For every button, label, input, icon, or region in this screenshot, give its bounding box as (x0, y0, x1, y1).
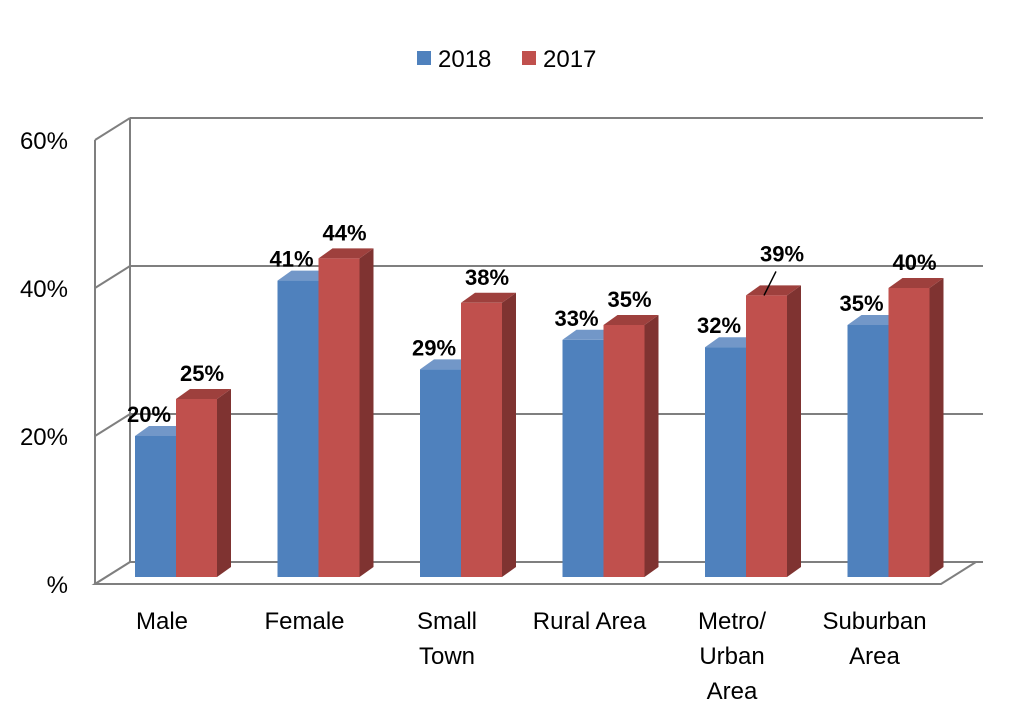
bar-2017-2 (461, 292, 516, 577)
bar-top (176, 389, 231, 399)
data-label: 40% (892, 250, 936, 275)
x-tick-label: Rural Area (533, 608, 647, 635)
gridline-side (94, 413, 131, 437)
y-tick-label: 60% (20, 128, 68, 155)
bar-front (176, 399, 217, 577)
bars-layer (135, 248, 944, 577)
data-label: 33% (554, 306, 598, 331)
data-label: 35% (839, 291, 883, 316)
data-label: 41% (269, 247, 313, 272)
bar-side (359, 248, 374, 577)
legend-swatch-2017 (522, 51, 536, 65)
bar-front (318, 258, 360, 577)
bar-front (603, 325, 645, 577)
bar-top (746, 285, 801, 296)
legend-label-2017: 2017 (543, 46, 596, 73)
bar-side (217, 389, 231, 577)
bar-side (929, 278, 944, 577)
x-tick-label: Suburban Area (822, 608, 926, 670)
data-label-leader (763, 271, 777, 296)
y-tick-label: 20% (20, 424, 68, 451)
bar-front (746, 295, 787, 577)
bar-front (420, 369, 461, 577)
bar-front (562, 339, 604, 577)
bar-front (461, 302, 502, 577)
legend-label-2018: 2018 (438, 46, 491, 73)
data-label: 32% (697, 313, 741, 338)
data-label: 39% (760, 241, 804, 266)
bar-top (461, 292, 516, 303)
bar-side (787, 285, 801, 577)
bar-2017-5 (888, 278, 944, 577)
data-label: 25% (180, 361, 224, 386)
data-label: 38% (465, 265, 509, 290)
bar-2017-4 (746, 285, 801, 577)
bar-front (277, 280, 319, 577)
bar-front (135, 436, 176, 577)
gridline-side (94, 117, 131, 141)
legend: 2018 2017 (417, 46, 596, 73)
x-tick-label: Female (264, 608, 344, 635)
y-tick-label: 40% (20, 276, 68, 303)
gridline-side (94, 265, 131, 289)
y-tick-label: % (47, 572, 68, 599)
x-tick-label: Metro/Urban Area (698, 608, 766, 705)
bar-side (502, 292, 516, 577)
bar-top (888, 278, 944, 288)
data-label: 20% (127, 402, 171, 427)
bar-2017-0 (176, 389, 231, 577)
bar-2017-1 (318, 248, 374, 577)
x-tick-label: Male (136, 608, 188, 635)
bar-front (847, 325, 889, 577)
bar-top (603, 315, 659, 325)
bar-top (318, 248, 374, 259)
bar-front (888, 288, 930, 577)
data-label: 29% (412, 335, 456, 360)
x-tick-label: Small Town (417, 608, 477, 670)
bar-front (705, 347, 746, 577)
labels-layer: 20% 25% Male 41% 44% Female 29% 38% Small Town 33%… (127, 220, 937, 705)
bar-side (644, 315, 659, 577)
bar-2017-3 (603, 315, 659, 577)
legend-swatch-2018 (417, 51, 431, 65)
data-label: 44% (322, 220, 366, 245)
data-label: 35% (607, 287, 651, 312)
